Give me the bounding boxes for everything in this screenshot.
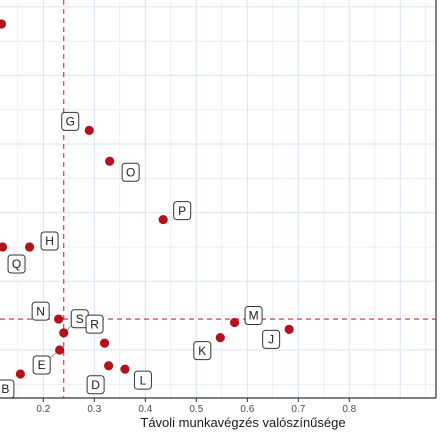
label-text: S [76, 312, 84, 326]
x-tick-label: 0.6 [240, 404, 254, 415]
x-tick-label: 0.5 [189, 404, 203, 415]
data-point-b [15, 369, 25, 379]
label-box [121, 162, 140, 182]
data-point-n [54, 314, 64, 324]
x-tick-label: 0.2 [36, 404, 50, 415]
data-point-m [229, 317, 240, 328]
label-box [31, 301, 50, 321]
point-label-j: J [262, 329, 281, 349]
x-tick-label: 0.4 [138, 404, 152, 415]
label-text: Q [12, 257, 21, 271]
label-box [262, 329, 281, 349]
data-point-j [284, 324, 294, 334]
data-point-d [104, 361, 114, 371]
label-box [7, 254, 26, 274]
point-label-q: Q [7, 254, 26, 274]
label-text: J [268, 333, 274, 347]
label-text: O [126, 165, 135, 179]
label-box [61, 111, 80, 131]
data-point-l [120, 364, 130, 374]
data-point-r [99, 338, 110, 348]
point-label-e: E [32, 355, 51, 375]
x-tick-label: 0.8 [342, 404, 356, 415]
data-point-h [24, 242, 35, 252]
label-box [85, 314, 104, 334]
label-box [133, 370, 152, 390]
x-axis-ticks: 0.2 0.3 0.4 0.5 0.6 0.7 0.8 [36, 398, 357, 415]
point-label-p: P [173, 201, 192, 221]
point-label-m: M [244, 306, 263, 326]
x-axis-title: Távoli munkavégzés valószínűsége [140, 415, 345, 430]
label-text: B [1, 382, 9, 396]
label-box [32, 355, 51, 375]
point-label-b: B [0, 379, 15, 399]
data-point [0, 19, 7, 29]
data-point-o [105, 156, 115, 166]
grid [0, 0, 436, 398]
label-text: L [140, 373, 147, 387]
point-label-s: S [70, 309, 89, 329]
data-point-p [158, 214, 168, 225]
label-text: H [45, 234, 54, 248]
label-text: D [91, 378, 100, 392]
label-text: G [66, 115, 75, 129]
data-point-g [84, 125, 94, 135]
label-text: P [178, 204, 186, 218]
point-label-h: H [40, 231, 59, 251]
data-points [0, 19, 294, 379]
point-label-l: L [133, 370, 152, 390]
data-point-s [59, 328, 69, 338]
label-box [193, 341, 212, 361]
point-label-r: R [85, 314, 104, 334]
label-box [40, 231, 59, 251]
label-text: E [38, 358, 46, 372]
label-box [244, 306, 263, 326]
x-tick-label: 0.3 [87, 404, 101, 415]
x-tick-label: 0.7 [291, 404, 305, 415]
data-point-e [55, 345, 65, 355]
label-text: N [36, 304, 45, 318]
data-point-q [0, 242, 8, 252]
label-box [173, 201, 192, 221]
point-label-o: O [121, 162, 140, 182]
point-label-g: G [61, 111, 80, 131]
point-labels: G O P H Q N S R E M K J D L B [0, 111, 281, 399]
point-label-n: N [31, 301, 50, 321]
label-box [86, 375, 105, 395]
label-text: R [90, 317, 99, 331]
point-label-k: K [193, 341, 212, 361]
label-text: M [249, 309, 259, 323]
point-label-d: D [86, 375, 105, 395]
label-text: K [198, 344, 206, 358]
data-point-k [215, 333, 225, 343]
